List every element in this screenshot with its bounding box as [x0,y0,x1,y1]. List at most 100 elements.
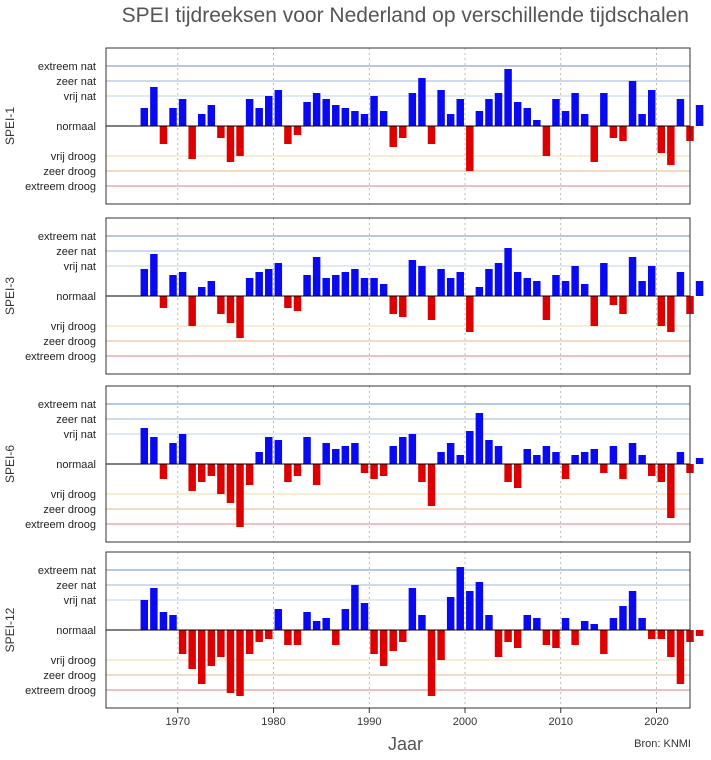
panel-spei-12: extreem nat zeer nat vrij nat normaal vrij d… [3,551,704,709]
spei-bar [418,615,426,630]
spei-bar [265,269,273,296]
spei-bar [466,296,474,332]
spei-bar [456,567,464,630]
spei-bar [638,114,646,126]
spei-bar [609,618,618,630]
spei-bar [198,630,206,684]
spei-bar [695,105,704,126]
spei-bar [332,105,340,126]
panel-frame [105,551,691,709]
spei-bar [533,455,541,464]
x-tick-label: 1970 [166,716,190,728]
spei-bar [475,582,484,630]
page-title: SPEI tijdreeksen voor Nederland op versc… [121,4,689,27]
x-tick-label: 1980 [261,716,285,728]
spei-bar [638,455,646,464]
level-label: extreem droog [25,181,96,193]
spei-bar [475,287,484,296]
spei-bar [159,296,168,308]
spei-bar [667,464,675,518]
spei-bar [226,126,235,162]
spei-bar [198,287,206,296]
spei-bar [427,630,436,696]
x-tick-label: 1990 [357,716,381,728]
level-label: normaal [56,121,96,133]
spei-bar [590,449,598,464]
panel-frame [105,217,691,375]
spei-bar [418,464,426,482]
spei-bar [523,615,531,630]
spei-bar [351,111,359,126]
spei-bar [657,126,666,153]
spei-bar [178,99,187,126]
spei-bar [236,126,244,156]
level-label: vrij droog [51,655,96,667]
level-label: zeer nat [56,76,96,88]
spei-bar [418,78,426,126]
spei-bar [600,464,608,473]
level-label: extreem nat [38,61,96,73]
level-label: extreem nat [38,231,96,243]
spei-bar [389,630,397,651]
spei-bar [312,464,321,485]
spei-bar [351,585,359,630]
spei-bar [494,93,503,126]
spei-bar [437,630,445,660]
level-label: vrij droog [51,321,96,333]
spei-bar [245,630,254,654]
spei-bar [456,272,464,296]
spei-bar [274,609,283,630]
spei-bar [303,612,311,630]
spei-bar [322,443,330,464]
spei-bar [647,464,656,476]
spei-bar [399,630,407,642]
spei-bar [159,464,168,479]
spei-bar [609,296,618,305]
spei-bar [552,630,560,648]
spei-bar [571,455,579,464]
spei-bar [647,630,656,639]
spei-bar [676,99,685,126]
spei-bar [284,126,292,144]
spei-bar [628,257,637,296]
spei-bar [255,630,263,642]
x-axis-title: Jaar [388,734,424,754]
panel-spei-6: extreem nat zeer nat vrij nat normaal vrij d… [3,385,704,543]
spei-bar [140,108,149,126]
spei-bar [619,606,627,630]
spei-bar [504,248,512,296]
spei-bar [150,588,158,630]
spei-bar [676,452,685,464]
spei-bar [217,630,225,657]
spei-bar [533,281,541,296]
panel-ylabel: SPEI-12 [3,607,17,652]
spei-bar [628,443,637,464]
spei-bar [207,105,216,126]
spei-bar [188,630,196,669]
spei-bar [437,90,445,126]
level-label: zeer nat [56,246,96,258]
spei-bar [341,108,350,126]
spei-bar [580,621,589,630]
spei-bar [561,281,570,296]
spei-bar [236,630,244,696]
level-label: vrij droog [51,151,96,163]
spei-bar [274,263,283,296]
spei-bar [513,102,522,126]
spei-bar [427,126,436,144]
level-label: normaal [56,291,96,303]
spei-bar [265,437,273,464]
spei-bar [695,281,704,296]
spei-bar [619,296,627,314]
spei-bar [389,296,397,314]
spei-bar [140,269,149,296]
spei-bar [466,431,474,464]
panel-spei-1: extreem nat zeer nat vrij nat normaal vrij d… [3,47,704,205]
spei-bar [150,87,158,126]
spei-bar [370,630,378,654]
spei-bar [695,458,704,464]
spei-bar [590,624,598,630]
spei-bar [456,455,464,464]
spei-bar [494,263,503,296]
